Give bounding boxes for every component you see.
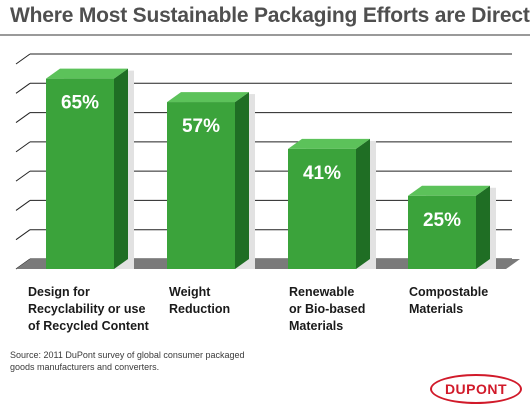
value-labels: 65% 57% 41% 25% xyxy=(61,93,461,231)
value-label: 25% xyxy=(423,210,461,231)
bar-top xyxy=(167,92,249,103)
bar xyxy=(46,78,114,269)
value-label: 57% xyxy=(182,116,220,137)
category-label: Weight Reduction xyxy=(169,285,231,316)
value-label: 65% xyxy=(61,93,99,114)
chart-title: Where Most Sustainable Packaging Efforts… xyxy=(10,4,530,27)
category-label: Compostable Materials xyxy=(409,285,489,316)
gridline-tick xyxy=(15,112,31,123)
bar-top xyxy=(288,138,370,149)
bar-side xyxy=(114,68,128,269)
bar-side xyxy=(356,138,370,269)
logo-text: DUPONT xyxy=(444,381,508,397)
gridline-tick xyxy=(15,200,31,211)
category-label: Renewable or Bio-based Materials xyxy=(289,285,366,333)
bar xyxy=(167,102,235,269)
gridline-tick xyxy=(15,170,31,182)
value-label: 41% xyxy=(303,163,341,184)
dupont-logo: DUPONT xyxy=(430,374,522,404)
bar xyxy=(408,195,476,269)
chart-floor xyxy=(16,259,520,269)
bar-side xyxy=(476,185,490,269)
bar-side xyxy=(235,92,249,269)
bar-top xyxy=(46,68,128,79)
title-rule xyxy=(0,34,530,36)
bars xyxy=(46,68,496,269)
gridline-tick xyxy=(15,141,31,153)
gridline-tick xyxy=(15,229,31,241)
gridline-tick xyxy=(15,53,31,65)
gridline-tick xyxy=(15,82,31,94)
bar-top xyxy=(408,185,490,196)
source-note: Source: 2011 DuPont survey of global con… xyxy=(10,350,245,372)
bar-chart: 65% 57% 41% 25% xyxy=(15,53,520,270)
bar xyxy=(288,148,356,269)
chart-floor-plane xyxy=(16,259,520,269)
category-label: Design for Recyclability or use of Recyc… xyxy=(28,285,149,333)
